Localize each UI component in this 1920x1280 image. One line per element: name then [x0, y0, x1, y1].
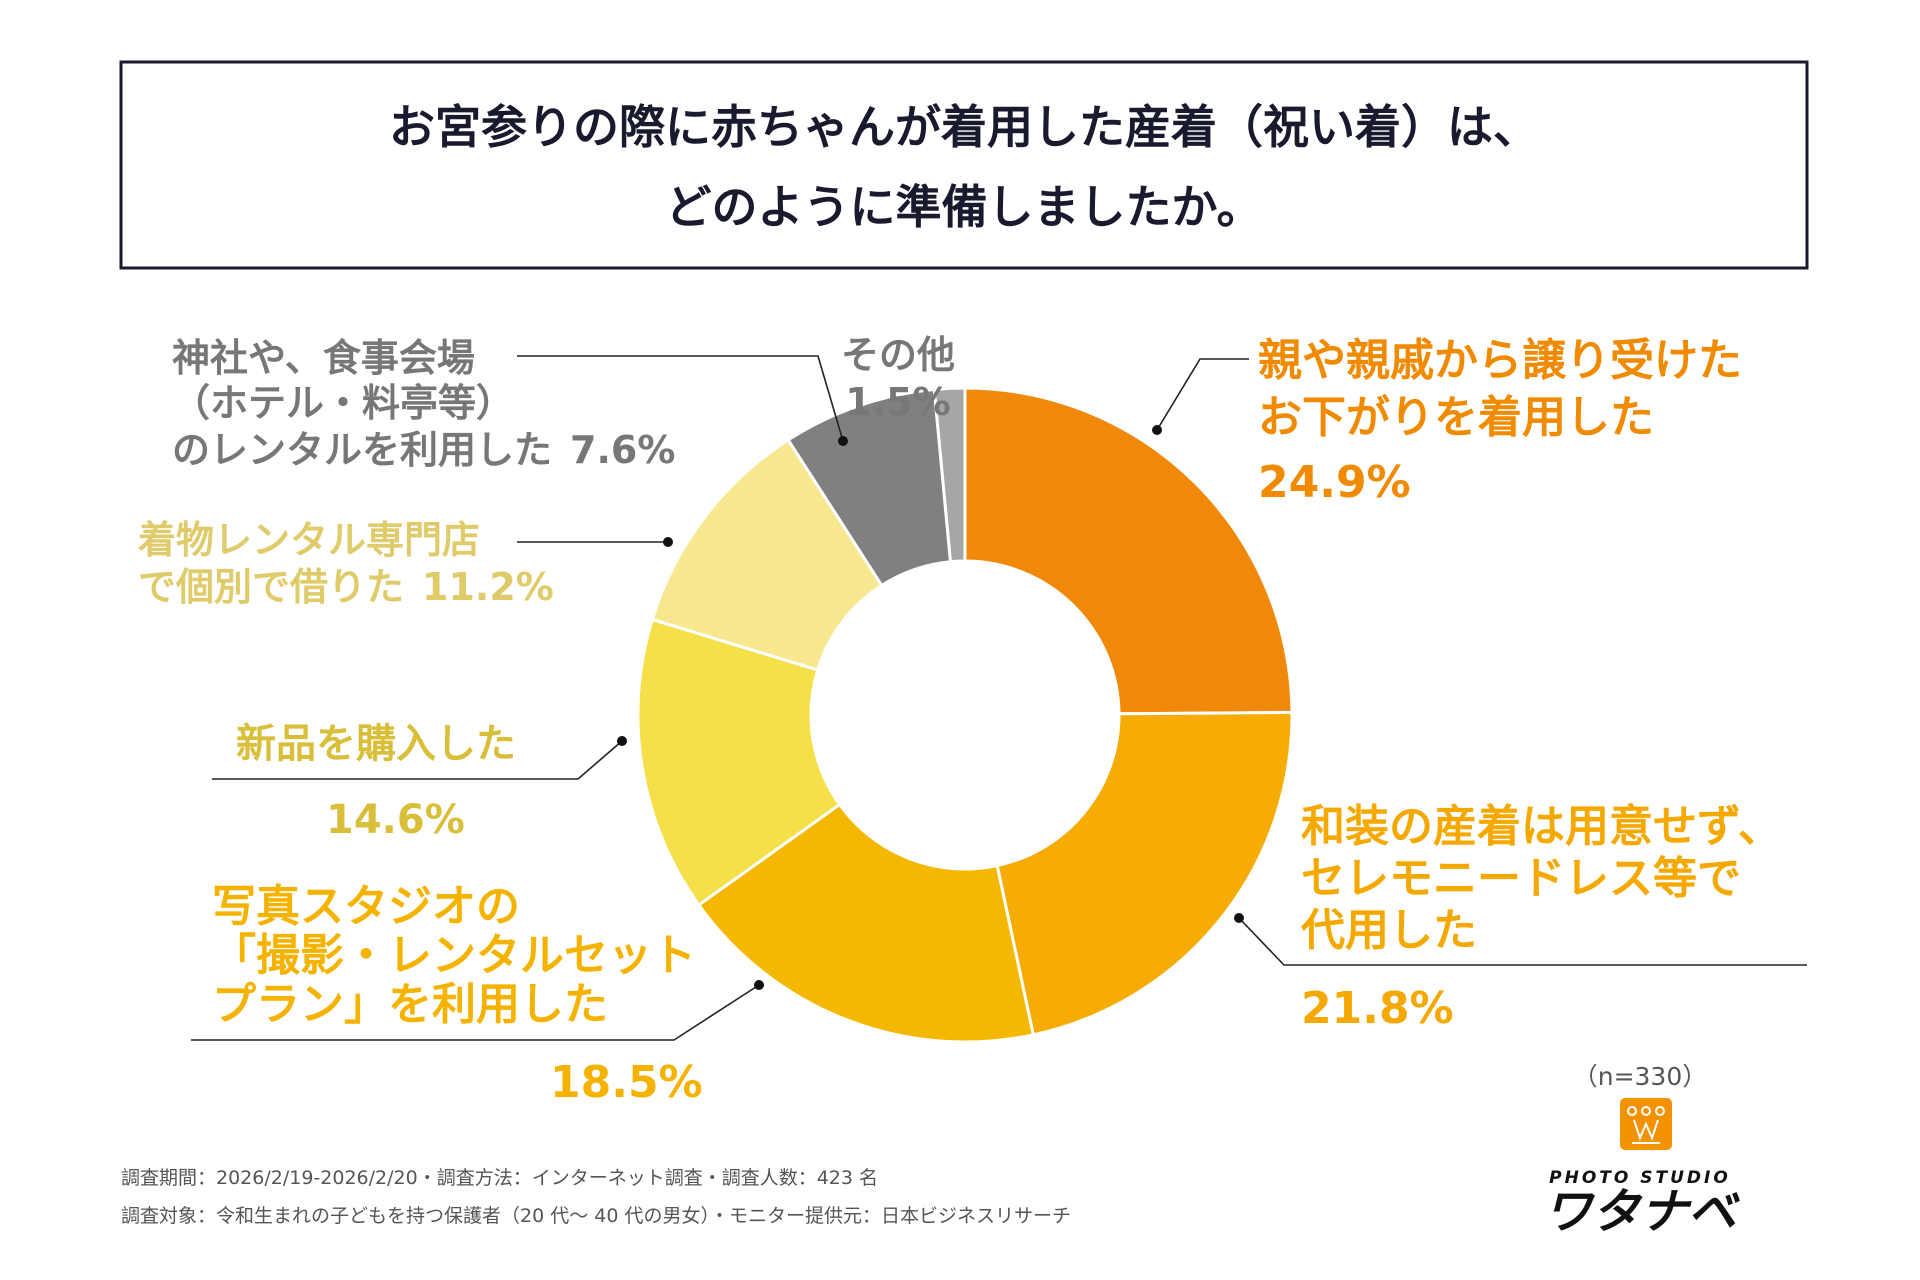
slice-value: 1.5% [845, 380, 950, 424]
donut-slice-0 [963, 386, 1294, 716]
slice-label: で個別で借りた [138, 565, 404, 609]
leader-dot-4 [663, 537, 673, 547]
logo-text-top: PHOTO STUDIO [1549, 1168, 1731, 1188]
slice-label: で個別で借りた 11.2% [138, 565, 554, 609]
slice-label: 着物レンタル専門店 [138, 518, 480, 562]
donut-slice-6 [932, 386, 967, 564]
leader-dots [617, 425, 1244, 990]
slice-label: その他 [841, 333, 955, 377]
slice-value: 14.6% [326, 797, 465, 843]
leader-lines [191, 355, 1807, 1041]
leader-line-3 [212, 740, 623, 780]
leader-dot-0 [1152, 425, 1162, 435]
slice-label: 「撮影・レンタルセット [212, 930, 696, 981]
footer-line-2: 調査対象：令和生まれの子どもを持つ保護者（20 代〜 40 代の男女）・モニター… [121, 1205, 1071, 1227]
title-box [119, 60, 1809, 270]
slice-value: 24.9% [1258, 457, 1411, 508]
title-line-2: どのように準備しましたか。 [665, 180, 1262, 234]
title-line-1: お宮参りの際に赤ちゃんが着用した産着（祝い着）は、 [389, 100, 1539, 154]
leader-dot-1 [1234, 913, 1244, 923]
slice-label: （ホテル・料亭等） [172, 381, 514, 425]
slice-label: セレモニードレス等で [1301, 853, 1741, 904]
donut-slice-1 [995, 710, 1294, 1037]
slice-value: 11.2% [422, 565, 554, 609]
leader-line-0 [1156, 358, 1249, 431]
donut-slice-2 [696, 802, 1036, 1044]
sample-size: （n=330） [1573, 1062, 1708, 1091]
slice-label: のレンタルを利用した 7.6% [172, 428, 675, 472]
slice-label: プラン」を利用した [212, 979, 608, 1030]
leader-line-5 [517, 355, 844, 442]
leader-dot-5 [838, 436, 848, 446]
slice-label: 新品を購入した [236, 721, 516, 767]
donut-slice-3 [636, 617, 842, 908]
logo: PHOTO STUDIO ワタナベ [1544, 1098, 1740, 1240]
leader-line-2 [191, 984, 760, 1041]
leader-line-1 [1238, 917, 1807, 966]
slice-label: 代用した [1300, 905, 1477, 956]
slice-label: 神社や、食事会場 [172, 336, 475, 380]
label-slice-3: 新品を購入した 14.6% [236, 721, 516, 843]
slice-value: 7.6% [570, 428, 675, 472]
slice-label: 写真スタジオの [212, 881, 520, 932]
slice-value: 18.5% [550, 1057, 703, 1108]
donut-slices [636, 386, 1294, 1044]
label-slice-0: 親や親戚から譲り受けた お下がりを着用した 24.9% [1258, 335, 1742, 508]
label-slice-2: 写真スタジオの 「撮影・レンタルセット プラン」を利用した 18.5% [212, 881, 703, 1108]
slice-label: 和装の産着は用意せず、 [1301, 801, 1782, 852]
logo-text-main: ワタナベ [1544, 1184, 1740, 1240]
footer-line-1: 調査期間：2026/2/19-2026/2/20・調査方法：インターネット調査・… [121, 1167, 878, 1189]
label-slice-5: 神社や、食事会場 （ホテル・料亭等） のレンタルを利用した 7.6% [172, 336, 675, 472]
slice-label: のレンタルを利用した [172, 428, 552, 472]
slice-label: 親や親戚から譲り受けた [1258, 335, 1742, 386]
label-slice-1: 和装の産着は用意せず、 セレモニードレス等で 代用した 21.8% [1300, 801, 1782, 1034]
leader-dot-3 [617, 736, 627, 746]
leader-dot-2 [754, 980, 764, 990]
slice-value: 21.8% [1301, 983, 1454, 1034]
slice-label: お下がりを着用した [1258, 392, 1654, 443]
label-slice-6: その他 1.5% [841, 333, 955, 424]
label-slice-4: 着物レンタル専門店 で個別で借りた 11.2% [138, 518, 554, 609]
